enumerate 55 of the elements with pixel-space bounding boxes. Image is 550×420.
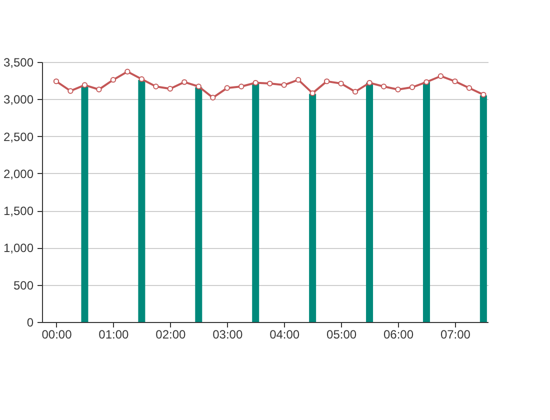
point	[252, 80, 258, 86]
bar	[195, 87, 202, 322]
point	[182, 79, 188, 85]
y-tick-label: 1,500	[3, 204, 34, 218]
x-tick-label: 00:00	[42, 328, 72, 342]
point	[110, 76, 116, 83]
bar	[309, 94, 316, 322]
point	[424, 79, 430, 85]
point	[366, 80, 372, 86]
point	[138, 76, 145, 82]
x-tick-label: 07:00	[440, 328, 471, 342]
point	[380, 84, 387, 90]
point	[409, 84, 416, 90]
x-tick-label: 01:00	[98, 328, 130, 342]
bar	[422, 82, 430, 322]
point	[68, 88, 74, 94]
point	[281, 82, 287, 88]
x-tick-label: 05:00	[326, 328, 357, 342]
point	[452, 78, 458, 84]
point	[53, 78, 60, 84]
point	[324, 78, 330, 84]
point	[224, 85, 230, 91]
point	[338, 80, 344, 86]
point	[466, 85, 472, 91]
point	[310, 90, 316, 96]
y-tick-label: 3,000	[3, 92, 34, 107]
point	[238, 84, 244, 90]
x-tick-label: 04:00	[270, 328, 300, 342]
point	[82, 82, 88, 88]
bar	[480, 95, 487, 322]
y-tick-label: 2,000	[3, 166, 34, 181]
point	[295, 76, 302, 83]
point	[352, 88, 358, 95]
bar	[252, 82, 260, 322]
y-tick-label: 3,500	[3, 56, 34, 70]
point	[96, 86, 102, 92]
x-tick-label: 06:00	[383, 328, 414, 342]
point	[395, 86, 401, 92]
bar	[81, 86, 88, 322]
y-tick-label: 1,000	[3, 241, 34, 256]
x-tick-label: 03:00	[212, 328, 243, 342]
point	[480, 92, 486, 98]
y-tick-label: 500	[13, 278, 34, 292]
y-tick-label: 0	[26, 316, 34, 330]
point	[438, 73, 444, 79]
y-tick-label: 2,500	[3, 130, 34, 144]
point	[124, 68, 130, 74]
point	[266, 80, 273, 86]
bar	[366, 82, 374, 322]
point	[196, 84, 202, 90]
point	[167, 86, 174, 92]
x-tick-label: 02:00	[156, 328, 186, 342]
bar	[138, 80, 146, 322]
point	[153, 84, 159, 90]
point	[210, 94, 216, 100]
